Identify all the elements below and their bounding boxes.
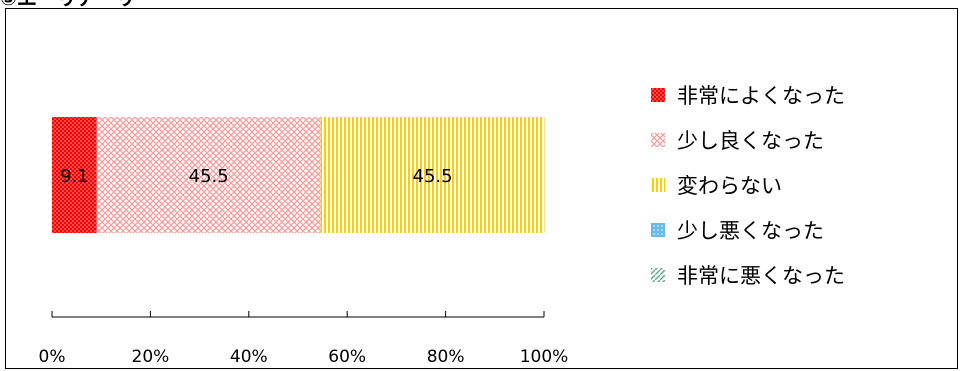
legend-label-3: 変わらない <box>677 174 782 198</box>
data-label-2: 45.5 <box>189 166 229 187</box>
bar-segment-3 <box>320 117 545 233</box>
legend-swatch-5 <box>651 268 665 282</box>
legend-swatch-2 <box>651 133 665 147</box>
bar-segment-1 <box>52 117 97 233</box>
x-tick-label: 80% <box>427 347 465 367</box>
legend-label-1: 非常によくなった <box>677 84 845 108</box>
legend-label-4: 少し悪くなった <box>677 219 824 243</box>
x-tick-label: 60% <box>328 347 366 367</box>
x-tick-label: 40% <box>230 347 268 367</box>
legend-swatch-1 <box>651 88 665 102</box>
x-tick-label: 100% <box>520 347 569 367</box>
data-label-1: 9.1 <box>60 166 89 187</box>
legend-swatch-3 <box>651 178 665 192</box>
x-tick-label: 0% <box>39 347 66 367</box>
legend-swatch-4 <box>651 223 665 237</box>
x-tick-label: 20% <box>132 347 170 367</box>
data-label-3: 45.5 <box>413 166 453 187</box>
legend-label-5: 非常に悪くなった <box>677 264 845 288</box>
legend-label-2: 少し良くなった <box>677 129 824 153</box>
page-title: ⑤エーリアーリ <box>0 0 136 8</box>
bar-segment-2 <box>96 117 321 233</box>
